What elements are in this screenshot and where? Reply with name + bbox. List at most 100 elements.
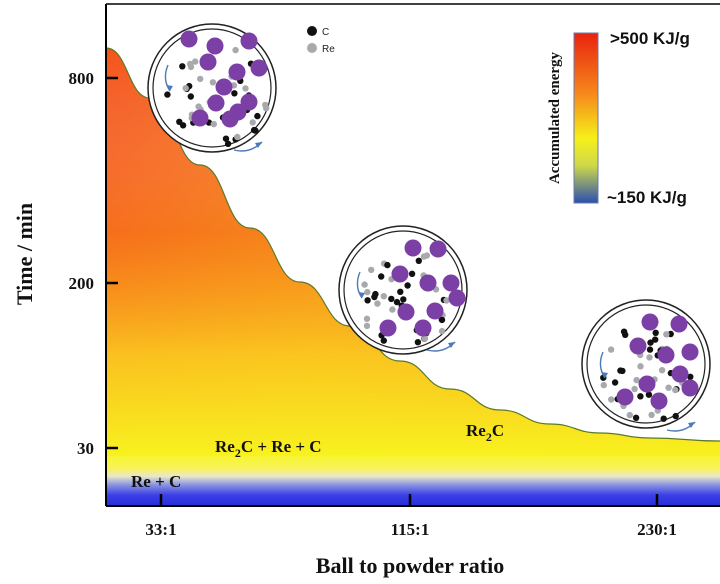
milling-ball <box>429 240 447 258</box>
rhenium-particle <box>443 297 450 304</box>
milling-jar <box>581 299 711 432</box>
milling-ball <box>657 346 675 364</box>
y-ticks: 800 200 30 <box>69 69 118 458</box>
carbon-particle <box>687 373 694 380</box>
x-tick-label: 230:1 <box>637 520 677 539</box>
key-label: Re <box>322 44 335 55</box>
milling-ball <box>250 59 268 77</box>
milling-ball <box>206 37 224 55</box>
milling-ball <box>180 30 198 48</box>
arrowhead-icon <box>601 372 608 378</box>
carbon-particle <box>393 298 401 306</box>
region-label: Re + C <box>131 472 181 491</box>
rhenium-particle <box>380 293 387 300</box>
milling-ball <box>650 392 668 410</box>
carbon-particle <box>372 290 379 298</box>
carbon-particle <box>254 112 261 120</box>
rhenium-particle <box>663 331 670 338</box>
carbon-particle <box>660 415 667 422</box>
rhenium-particle <box>633 376 640 384</box>
rhenium-particle <box>637 363 644 370</box>
carbon-particle <box>378 273 385 280</box>
milling-ball <box>228 63 246 81</box>
milling-ball <box>199 53 217 71</box>
y-tick-label: 30 <box>77 439 94 458</box>
milling-ball <box>426 302 444 320</box>
region-label: Re2C <box>466 421 504 444</box>
rhenium-particle <box>363 315 371 322</box>
arrowhead-icon <box>255 142 262 148</box>
rhenium-particle <box>210 120 217 128</box>
milling-ball <box>638 375 656 393</box>
rhenium-particle <box>438 327 446 335</box>
carbon-particle <box>645 391 653 398</box>
milling-ball <box>215 78 233 96</box>
milling-ball <box>240 32 258 50</box>
carbon-particle <box>224 140 232 147</box>
carbon-particle <box>164 91 171 98</box>
y-tick-label: 200 <box>69 274 95 293</box>
carbon-particle <box>408 270 416 277</box>
key-marker-re <box>307 43 317 53</box>
jar-outer-ring <box>338 225 468 355</box>
carbon-particle <box>380 337 387 344</box>
carbon-particle <box>400 296 407 303</box>
carbon-particle <box>622 331 629 338</box>
rhenium-particle <box>263 105 270 112</box>
region-labels: Re + C Re2C + Re + C Re2C <box>131 421 504 491</box>
milling-ball <box>442 274 460 292</box>
milling-jar <box>147 23 277 153</box>
carbon-particle <box>652 329 659 336</box>
colorbar-title: Accumulated energy <box>547 51 563 184</box>
rhenium-particle <box>232 46 239 54</box>
rhenium-particle <box>608 396 615 403</box>
milling-ball <box>414 319 432 337</box>
rhenium-particle <box>363 322 371 330</box>
arrowhead-icon <box>448 342 455 348</box>
carbon-particle <box>252 127 259 134</box>
rhenium-particle <box>421 335 428 342</box>
carbon-particle <box>611 379 619 386</box>
rhenium-particle <box>600 381 607 389</box>
jar-inner-ring <box>586 304 706 424</box>
rhenium-particle <box>374 300 381 307</box>
milling-ball <box>240 93 258 111</box>
carbon-particle <box>187 93 194 100</box>
y-tick-label: 800 <box>69 69 95 88</box>
rhenium-particle <box>646 354 653 361</box>
energy-area-shading <box>106 48 720 456</box>
x-tick-label: 33:1 <box>145 520 176 539</box>
carbon-particle <box>672 412 679 420</box>
rhenium-particle <box>648 411 655 419</box>
milling-ball <box>629 337 647 355</box>
rhenium-particle <box>209 79 217 86</box>
carbon-particle <box>388 295 395 303</box>
rhenium-particle <box>368 266 375 274</box>
arrowhead-icon <box>688 422 695 428</box>
rhenium-particle <box>420 253 428 260</box>
key-marker-c <box>307 26 317 36</box>
rhenium-particle <box>186 60 194 68</box>
x-axis-title: Ball to powder ratio <box>316 553 504 578</box>
rhenium-particle <box>234 133 241 141</box>
milling-ball <box>616 388 634 406</box>
milling-ball <box>391 265 409 283</box>
rhenium-particle <box>192 58 199 65</box>
key-label: C <box>322 27 329 38</box>
carbon-particle <box>647 339 654 346</box>
milling-ball <box>641 313 659 331</box>
carbon-particle <box>646 346 654 353</box>
rhenium-particle <box>361 281 368 288</box>
carbon-particle <box>222 135 230 142</box>
carbon-particle <box>652 336 659 343</box>
carbon-particle <box>384 261 391 269</box>
rhenium-particle <box>626 411 633 419</box>
carbon-particle <box>404 282 411 289</box>
milling-ball <box>671 365 689 383</box>
rhenium-particle <box>672 386 679 394</box>
rhenium-particle <box>249 119 256 126</box>
milling-ball <box>681 379 699 397</box>
arrowhead-icon <box>166 85 173 91</box>
jar-inner-ring <box>343 230 463 350</box>
